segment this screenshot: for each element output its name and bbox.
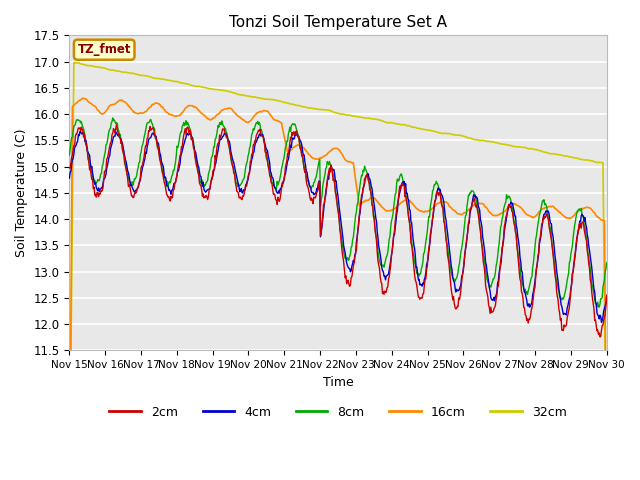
X-axis label: Time: Time	[323, 376, 353, 389]
Title: Tonzi Soil Temperature Set A: Tonzi Soil Temperature Set A	[229, 15, 447, 30]
Y-axis label: Soil Temperature (C): Soil Temperature (C)	[15, 129, 28, 257]
Text: TZ_fmet: TZ_fmet	[77, 43, 131, 56]
Legend: 2cm, 4cm, 8cm, 16cm, 32cm: 2cm, 4cm, 8cm, 16cm, 32cm	[104, 401, 572, 424]
